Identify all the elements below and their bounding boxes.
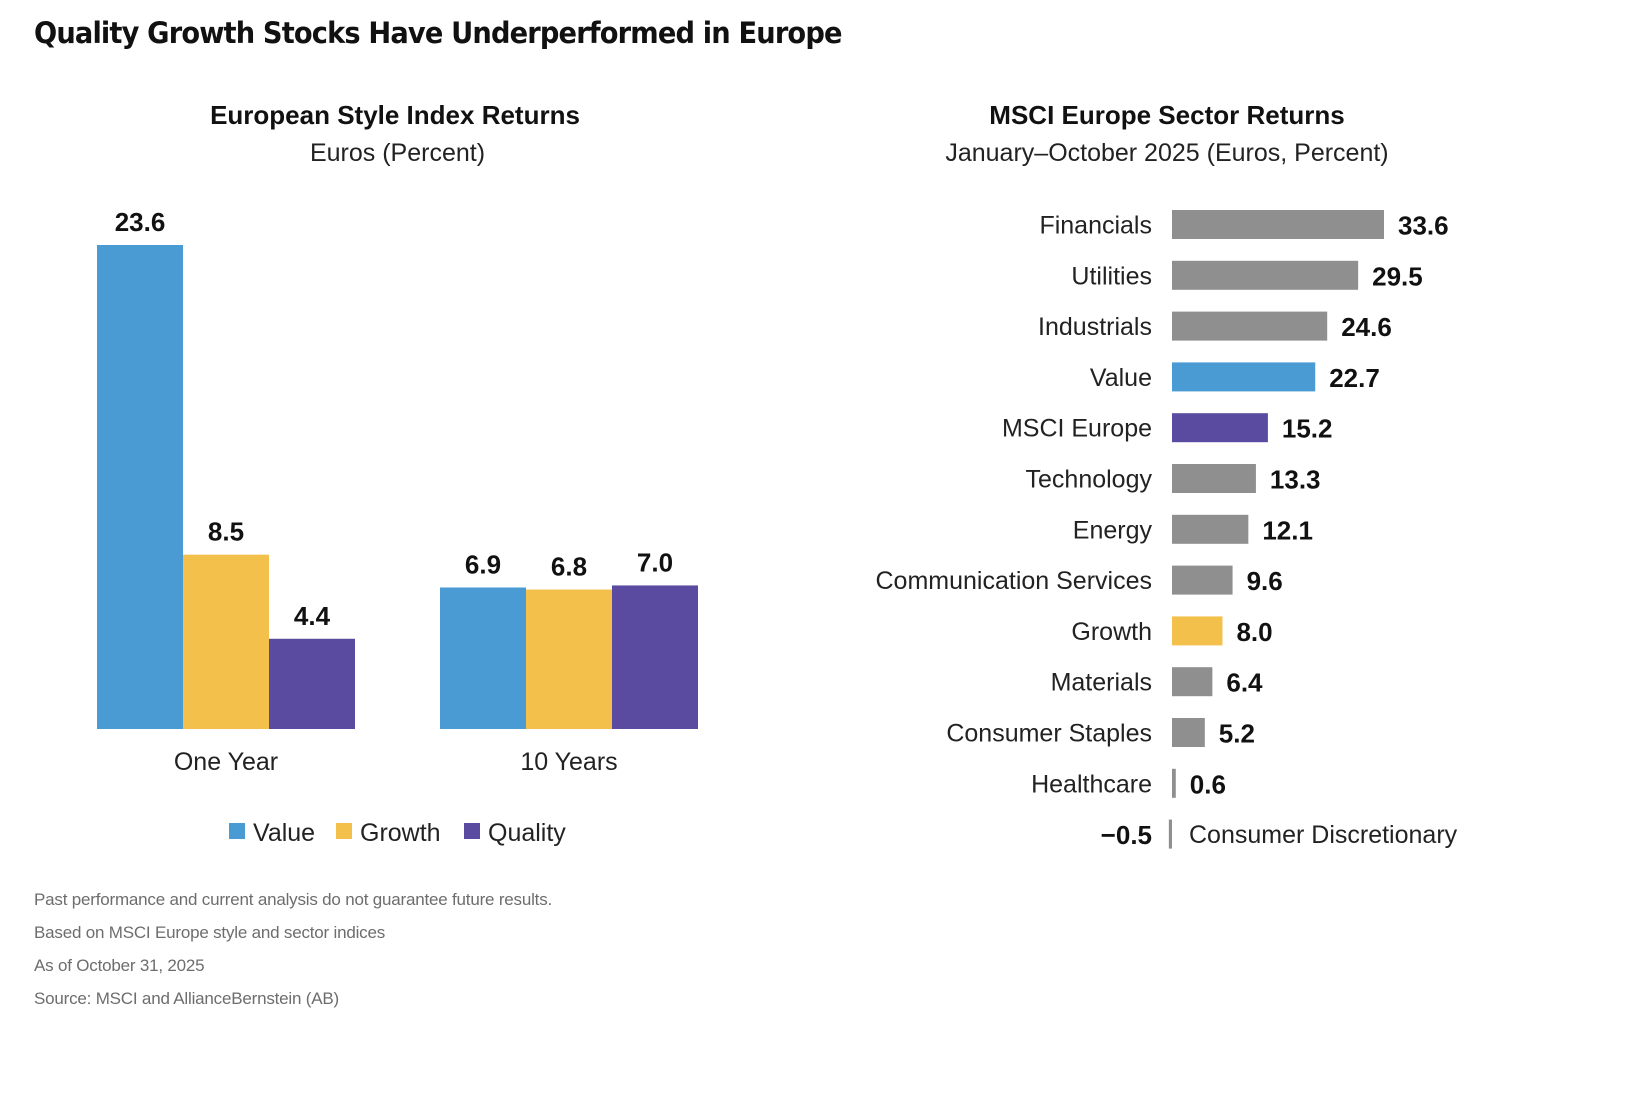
value-label-energy: 12.1 bbox=[1262, 515, 1313, 545]
category-label-technology: Technology bbox=[1026, 466, 1153, 494]
category-label-utilities: Utilities bbox=[1071, 262, 1152, 290]
right-chart-title: MSCI Europe Sector Returns bbox=[989, 100, 1345, 130]
category-label-healthcare: Healthcare bbox=[1031, 770, 1152, 798]
footnote-disclaimer: Past performance and current analysis do… bbox=[34, 890, 553, 909]
category-label-10-years: 10 Years bbox=[520, 748, 617, 776]
value-label-technology: 13.3 bbox=[1270, 465, 1321, 495]
left-chart-title: European Style Index Returns bbox=[210, 100, 580, 130]
bar-technology bbox=[1172, 464, 1256, 493]
bar-growth-one-year bbox=[183, 554, 269, 729]
bar-value bbox=[1172, 362, 1316, 392]
value-label-consumer-staples: 5.2 bbox=[1219, 719, 1255, 749]
bar-growth-10-years bbox=[526, 589, 612, 729]
bar-quality-one-year bbox=[269, 638, 355, 729]
value-label-growth: 8.0 bbox=[1236, 617, 1272, 647]
bar-quality-10-years bbox=[612, 585, 698, 729]
value-label-industrials: 24.6 bbox=[1341, 312, 1392, 342]
legend-swatch-quality bbox=[464, 823, 480, 839]
main-title: Quality Growth Stocks Have Underperforme… bbox=[34, 16, 842, 50]
value-label-value: 22.7 bbox=[1329, 363, 1380, 393]
bar-growth bbox=[1172, 616, 1223, 646]
footnote-date: As of October 31, 2025 bbox=[34, 956, 205, 975]
category-label-value: Value bbox=[1090, 364, 1152, 392]
value-label-quality-one-year: 4.4 bbox=[294, 601, 331, 631]
footnotes: Past performance and current analysis do… bbox=[34, 888, 552, 1020]
value-label-value-one-year: 23.6 bbox=[115, 207, 166, 237]
bar-consumer-discretionary bbox=[1168, 819, 1172, 849]
category-label-msci-europe: MSCI Europe bbox=[1002, 415, 1152, 443]
footnote-source: Source: MSCI and AllianceBernstein (AB) bbox=[34, 989, 339, 1008]
category-label-consumer-discretionary: Consumer Discretionary bbox=[1189, 821, 1458, 849]
category-label-energy: Energy bbox=[1073, 516, 1153, 544]
legend-swatch-growth bbox=[336, 823, 352, 839]
value-label-value-10-years: 6.9 bbox=[465, 549, 501, 579]
value-label-msci-europe: 15.2 bbox=[1282, 414, 1333, 444]
right-chart-subtitle: January–October 2025 (Euros, Percent) bbox=[945, 139, 1389, 167]
legend-label-value: Value bbox=[253, 819, 315, 847]
category-label-financials: Financials bbox=[1039, 212, 1152, 240]
value-label-growth-10-years: 6.8 bbox=[551, 552, 587, 582]
bar-financials bbox=[1172, 210, 1384, 239]
bar-materials bbox=[1172, 667, 1213, 697]
value-label-quality-10-years: 7.0 bbox=[637, 547, 673, 577]
value-label-utilities: 29.5 bbox=[1372, 261, 1423, 291]
category-label-communication-services: Communication Services bbox=[876, 567, 1153, 595]
legend-label-growth: Growth bbox=[360, 819, 441, 847]
category-label-growth: Growth bbox=[1071, 618, 1152, 646]
category-label-materials: Materials bbox=[1051, 669, 1152, 697]
sector-returns-chart: Financials 33.6 Utilities 29.5 Industrials 24… bbox=[876, 210, 1458, 850]
bar-value-one-year bbox=[97, 245, 183, 729]
value-label-financials: 33.6 bbox=[1398, 211, 1449, 241]
category-label-consumer-staples: Consumer Staples bbox=[946, 720, 1152, 748]
bar-utilities bbox=[1172, 260, 1359, 290]
bar-communication-services bbox=[1172, 565, 1233, 595]
value-label-communication-services: 9.6 bbox=[1247, 566, 1283, 596]
bar-consumer-staples bbox=[1172, 718, 1205, 747]
category-label-one-year: One Year bbox=[174, 748, 278, 776]
style-returns-chart: 23.6 8.5 4.4 One Year 6.9 6.8 7.0 10 Years Value… bbox=[97, 207, 698, 847]
bar-msci-europe bbox=[1172, 413, 1268, 443]
bar-healthcare bbox=[1172, 768, 1176, 798]
left-chart-subtitle: Euros (Percent) bbox=[309, 139, 486, 167]
bar-value-10-years bbox=[440, 587, 526, 729]
bar-industrials bbox=[1172, 311, 1328, 341]
value-label-healthcare: 0.6 bbox=[1190, 769, 1226, 799]
legend-label-quality: Quality bbox=[488, 819, 566, 847]
bar-energy bbox=[1172, 514, 1249, 544]
category-label-industrials: Industrials bbox=[1038, 313, 1152, 341]
value-label-growth-one-year: 8.5 bbox=[208, 517, 244, 547]
value-label-materials: 6.4 bbox=[1226, 668, 1263, 698]
footnote-basis: Based on MSCI Europe style and sector in… bbox=[34, 923, 386, 942]
legend-swatch-value bbox=[229, 823, 245, 839]
value-label-consumer-discretionary: −0.5 bbox=[1101, 820, 1152, 850]
